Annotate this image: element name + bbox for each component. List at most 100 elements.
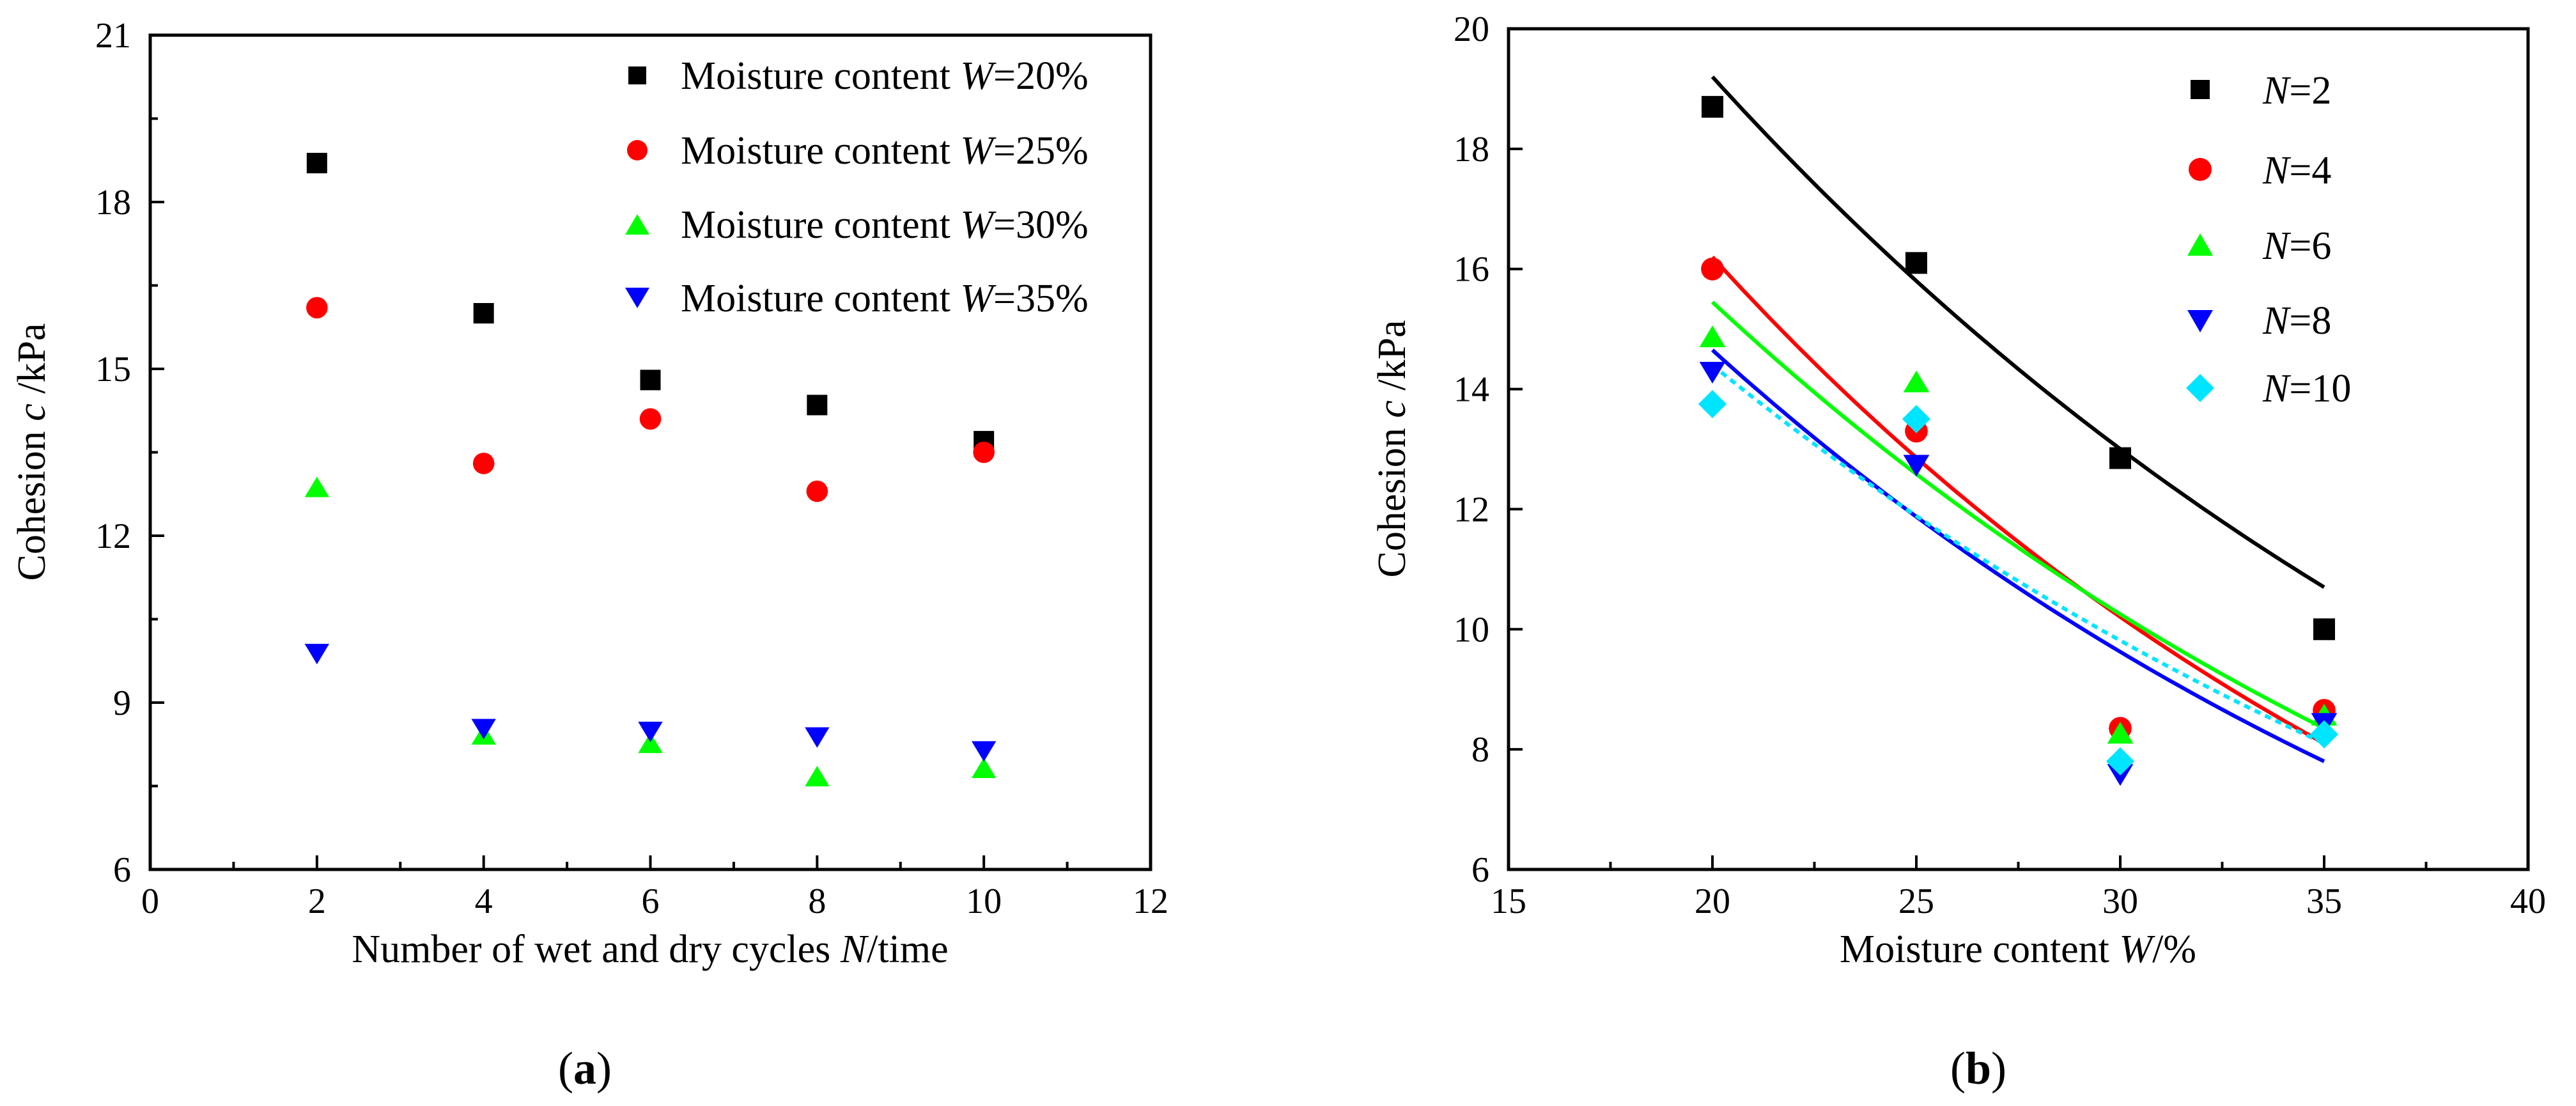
axis-ticks-a: 0 2 4 6 8 10 12 6 9 12 15 18 21 [95,16,1168,921]
x-tick-label: 6 [642,882,660,921]
data-point-triangle-up [2107,722,2134,744]
y-tick-label: 12 [95,517,131,556]
data-marks-a [304,153,997,787]
legend-entry-w35: Moisture content W=35% [625,277,1089,320]
x-tick-label: 25 [1898,882,1934,921]
legend-marker-triangle-up [2187,233,2213,256]
data-point-circle [806,480,828,502]
data-point-triangle-up [805,766,830,787]
legend-label-w35: Moisture content W=35% [681,277,1089,320]
legend-entry-w25: Moisture content W=25% [627,129,1089,173]
legend-label-w30: Moisture content W=30% [681,203,1089,247]
data-point-square [2109,447,2131,469]
legend-entry-w20: Moisture content W=20% [628,54,1089,98]
data-point-diamond [1902,405,1931,433]
data-point-square [807,394,828,416]
data-point-diamond [1698,389,1727,419]
data-point-triangle-up [638,732,663,753]
data-point-square [306,153,327,174]
legend-a: Moisture content W=20% Moisture content … [625,54,1089,320]
y-tick-label: 18 [95,183,131,222]
legend-label-w25: Moisture content W=25% [681,129,1089,173]
fit-curve-n-6 [1711,300,2325,730]
y-tick-label: 10 [1454,610,1489,650]
chart-panel-b: 15 20 25 30 35 40 6 8 10 12 14 16 18 20 N=2 N=4 N=6 N… [1370,10,2546,1094]
data-point-triangle-down [1699,361,1726,384]
x-tick-label: 30 [2102,882,2138,921]
chart-panel-a: 0 2 4 6 8 10 12 6 9 12 15 18 21 Moisture content W=2… [10,16,1168,1094]
data-point-triangle-down [471,719,496,740]
y-tick-label: 18 [1454,130,1489,169]
y-tick-label: 14 [1454,370,1489,410]
legend-marker-circle [627,140,648,160]
legend-marker-triangle-down [625,288,649,308]
fit-curve-n-8 [1711,348,2325,763]
data-point-square [1905,252,1927,274]
x-tick-label: 40 [2510,882,2546,921]
data-point-circle [639,408,662,430]
x-axis-label-b: Moisture content W/% [1840,928,2196,971]
data-point-square [1702,96,1723,118]
legend-b: N=2 N=4 N=6 N=8 N=10 [2186,69,2351,410]
x-axis-label-a: Number of wet and dry cycles N/time [352,928,948,971]
legend-marker-triangle-down [2187,310,2213,332]
axis-ticks-b: 15 20 25 30 35 40 6 8 10 12 14 16 18 20 [1454,10,2546,921]
legend-entry-n8: N=8 [2187,299,2331,343]
legend-marker-circle [2189,158,2212,181]
data-point-diamond [2106,747,2135,776]
data-point-triangle-down [638,721,663,742]
x-tick-label: 35 [2306,882,2342,921]
y-tick-label: 21 [95,16,131,56]
panel-label-a: (a) [558,1043,612,1094]
legend-label-n4: N=4 [2262,149,2331,192]
data-point-diamond [2309,720,2339,749]
legend-marker-square [2191,80,2210,99]
y-tick-label: 6 [1471,850,1489,890]
data-point-triangle-down [971,741,997,762]
legend-label-n8: N=8 [2262,299,2331,343]
legend-label-n10: N=10 [2262,367,2351,410]
fit-curve-n-10 [1711,363,2325,745]
legend-marker-triangle-up [625,214,649,235]
legend-entry-w30: Moisture content W=30% [625,203,1089,247]
x-tick-label: 8 [808,882,826,921]
legend-entry-n2: N=2 [2191,69,2331,113]
fit-curve-n-4 [1711,255,2325,745]
data-point-triangle-up [1699,325,1726,348]
y-axis-label-a: Cohesion c /kPa [10,323,54,581]
data-point-triangle-up [1903,370,1930,393]
legend-entry-n6: N=6 [2187,224,2331,268]
data-point-triangle-down [304,644,330,665]
data-point-square [473,303,494,323]
y-tick-label: 12 [1454,490,1489,529]
x-tick-label: 12 [1133,882,1168,921]
fit-curve-n-2 [1711,75,2325,589]
fit-curves-b [1711,75,2325,763]
data-point-circle [472,453,495,474]
data-point-triangle-down [1903,455,1930,477]
legend-label-n6: N=6 [2262,224,2331,268]
x-tick-label: 15 [1491,882,1526,921]
panel-label-b: (b) [1950,1043,2006,1094]
data-point-circle [973,441,995,463]
data-point-triangle-up [971,758,997,778]
x-tick-label: 2 [308,882,326,921]
y-tick-label: 6 [113,850,131,890]
y-tick-label: 8 [1471,730,1489,770]
y-axis-label-b: Cohesion c /kPa [1370,320,1414,578]
data-point-square [640,370,661,391]
y-tick-label: 16 [1454,250,1489,290]
x-tick-label: 4 [475,882,493,921]
legend-label-n2: N=2 [2262,69,2331,113]
legend-label-w20: Moisture content W=20% [681,54,1089,98]
data-point-square [2313,618,2335,641]
x-tick-label: 10 [966,882,1002,921]
legend-entry-n10: N=10 [2186,367,2351,410]
y-tick-label: 20 [1454,10,1489,49]
y-tick-label: 15 [95,350,131,389]
y-tick-label: 9 [113,683,131,723]
data-point-circle [1701,257,1724,281]
data-marks-b [1698,96,2339,786]
